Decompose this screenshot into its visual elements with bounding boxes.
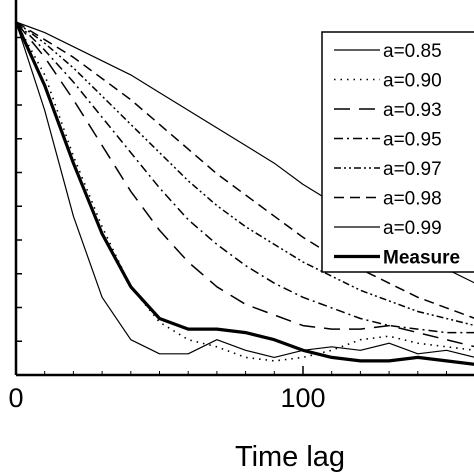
- legend-label: a=0.93: [383, 100, 442, 121]
- legend-label: a=0.98: [383, 189, 442, 210]
- series-line-a-0-98: [15, 21, 474, 319]
- plot-frame: [14, 0, 474, 377]
- legend-label: Measure: [383, 248, 460, 269]
- series-line-a-0-93: [15, 21, 474, 348]
- legend-label: a=0.95: [383, 130, 442, 151]
- legend-label: a=0.97: [383, 159, 442, 180]
- legend-label: a=0.85: [383, 41, 442, 62]
- series-line-measure: [14, 21, 474, 366]
- x-tick-label: 0: [8, 383, 23, 413]
- legend-entries: a=0.85 a=0.90 a=0.93 a=0.95 a=0.97 a=0.98 a=0.…: [334, 41, 460, 269]
- series-line-a-0-90: [15, 21, 474, 362]
- x-ticks: [15, 366, 447, 375]
- series-line-a-0-85: [15, 21, 474, 358]
- x-tick-labels: 0100200300: [8, 383, 325, 413]
- x-axis-title: Time lag: [235, 441, 345, 473]
- series-line-a-0-95: [15, 21, 474, 334]
- legend-label: a=0.99: [383, 218, 442, 239]
- x-tick-label: 100: [280, 383, 325, 413]
- legend-box: [321, 31, 474, 273]
- legend: a=0.85 a=0.90 a=0.93 a=0.95 a=0.97 a=0.98 a=0.…: [321, 31, 474, 273]
- legend-label: a=0.90: [383, 71, 442, 92]
- series-line-a-0-97: [15, 21, 474, 327]
